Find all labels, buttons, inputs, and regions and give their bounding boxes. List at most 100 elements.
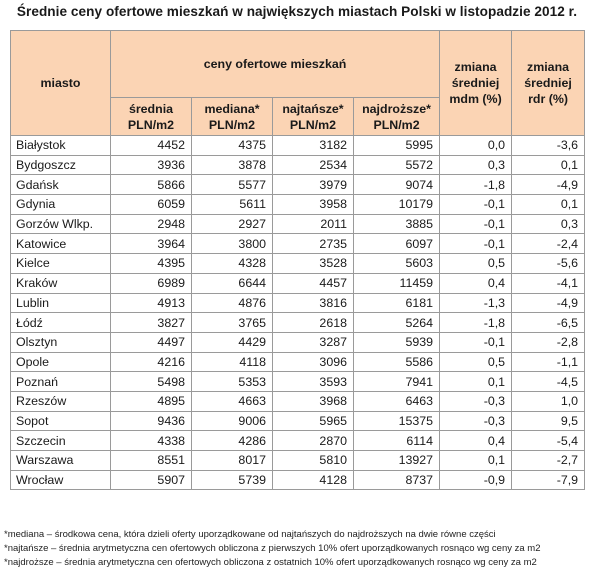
cell-cheapest: 3528	[272, 253, 354, 274]
cell-priciest: 5264	[352, 312, 441, 333]
table-row: Sopot 9436 9006 5965 15375 -0,3 9,5	[10, 410, 586, 432]
cell-cheapest: 5965	[272, 410, 354, 432]
cell-cheapest: 3979	[272, 174, 354, 196]
cell-change-mdm: -0,3	[439, 390, 513, 412]
footnote-median: *mediana – środkowa cena, która dzieli o…	[4, 529, 496, 540]
cell-change-mdm: -0,1	[439, 194, 513, 215]
cell-priciest: 6463	[352, 390, 441, 412]
cell-city: Białystok	[10, 135, 111, 156]
cell-city: Lublin	[10, 292, 111, 314]
cell-cheapest: 3968	[272, 390, 354, 412]
cell-priciest: 5939	[352, 331, 441, 353]
header-city: miasto	[10, 30, 111, 136]
cell-change-rdr: 1,0	[511, 390, 586, 412]
header-average: średnia PLN/m2	[110, 97, 192, 136]
cell-average: 4452	[110, 135, 192, 156]
cell-priciest: 11459	[352, 272, 441, 294]
cell-average: 8551	[110, 450, 192, 471]
cell-change-rdr: -4,9	[511, 174, 586, 196]
table-row: Bydgoszcz 3936 3878 2534 5572 0,3 0,1	[10, 154, 586, 176]
cell-cheapest: 4457	[272, 272, 354, 294]
cell-city: Olsztyn	[10, 331, 111, 353]
cell-average: 6059	[110, 194, 192, 215]
cell-change-mdm: -0,1	[439, 213, 513, 235]
table-row: Szczecin 4338 4286 2870 6114 0,4 -5,4	[10, 430, 586, 451]
cell-median: 4663	[191, 390, 273, 412]
table-row: Białystok 4452 4375 3182 5995 0,0 -3,6	[10, 135, 586, 156]
cell-change-mdm: 0,4	[439, 430, 513, 451]
price-table: miasto ceny ofertowe mieszkań zmiana śre…	[10, 30, 586, 491]
cell-median: 4876	[191, 292, 273, 314]
cell-change-mdm: -1,8	[439, 312, 513, 333]
table-row: Łódź 3827 3765 2618 5264 -1,8 -6,5	[10, 312, 586, 333]
cell-change-rdr: 0,1	[511, 194, 586, 215]
cell-median: 3765	[191, 312, 273, 333]
cell-city: Łódź	[10, 312, 111, 333]
cell-change-mdm: -0,3	[439, 410, 513, 432]
cell-cheapest: 2534	[272, 154, 354, 176]
cell-change-mdm: -0,9	[439, 469, 513, 491]
cell-change-mdm: 0,0	[439, 135, 513, 156]
header-cheapest: najtańsze* PLN/m2	[272, 97, 354, 136]
cell-change-mdm: -1,3	[439, 292, 513, 314]
table-row: Gorzów Wlkp. 2948 2927 2011 3885 -0,1 0,3	[10, 213, 586, 235]
cell-priciest: 6097	[352, 233, 441, 255]
cell-change-mdm: 0,1	[439, 371, 513, 392]
cell-median: 3878	[191, 154, 273, 176]
cell-average: 4338	[110, 430, 192, 451]
cell-city: Kielce	[10, 253, 111, 274]
cell-priciest: 10179	[352, 194, 441, 215]
cell-median: 4286	[191, 430, 273, 451]
cell-change-rdr: -3,6	[511, 135, 586, 156]
table-row: Olsztyn 4497 4429 3287 5939 -0,1 -2,8	[10, 331, 586, 353]
cell-change-rdr: -5,4	[511, 430, 586, 451]
cell-median: 5611	[191, 194, 273, 215]
cell-change-mdm: 0,4	[439, 272, 513, 294]
cell-cheapest: 3593	[272, 371, 354, 392]
cell-median: 9006	[191, 410, 273, 432]
cell-change-rdr: 0,3	[511, 213, 586, 235]
cell-average: 5498	[110, 371, 192, 392]
header-change-mdm: zmiana średniej mdm (%)	[439, 30, 513, 136]
cell-city: Szczecin	[10, 430, 111, 451]
cell-city: Rzeszów	[10, 390, 111, 412]
cell-cheapest: 2735	[272, 233, 354, 255]
cell-city: Wrocław	[10, 469, 111, 491]
cell-city: Poznań	[10, 371, 111, 392]
table-row: Lublin 4913 4876 3816 6181 -1,3 -4,9	[10, 292, 586, 314]
cell-median: 5353	[191, 371, 273, 392]
cell-change-rdr: -7,9	[511, 469, 586, 491]
table-row: Wrocław 5907 5739 4128 8737 -0,9 -7,9	[10, 469, 586, 491]
table-row: Kraków 6989 6644 4457 11459 0,4 -4,1	[10, 272, 586, 294]
cell-change-rdr: -2,4	[511, 233, 586, 255]
cell-median: 8017	[191, 450, 273, 471]
footnotes: *mediana – środkowa cena, która dzieli o…	[4, 528, 592, 570]
cell-median: 4375	[191, 135, 273, 156]
cell-city: Sopot	[10, 410, 111, 432]
cell-change-mdm: 0,3	[439, 154, 513, 176]
footnote-cheapest: *najtańsze – średnia arytmetyczna cen of…	[4, 543, 541, 554]
cell-priciest: 5586	[352, 351, 441, 373]
cell-priciest: 5995	[352, 135, 441, 156]
table-row: Gdańsk 5866 5577 3979 9074 -1,8 -4,9	[10, 174, 586, 196]
cell-priciest: 6181	[352, 292, 441, 314]
table-row: Rzeszów 4895 4663 3968 6463 -0,3 1,0	[10, 390, 586, 412]
cell-average: 5907	[110, 469, 192, 491]
cell-cheapest: 3182	[272, 135, 354, 156]
cell-average: 4497	[110, 331, 192, 353]
header-prices-group: ceny ofertowe mieszkań	[109, 30, 441, 98]
cell-average: 3827	[110, 312, 192, 333]
cell-median: 5577	[191, 174, 273, 196]
cell-city: Kraków	[10, 272, 111, 294]
cell-cheapest: 3958	[272, 194, 354, 215]
header-priciest: najdroższe* PLN/m2	[352, 97, 441, 136]
cell-priciest: 15375	[352, 410, 441, 432]
cell-city: Opole	[10, 351, 111, 373]
cell-cheapest: 2870	[272, 430, 354, 451]
cell-change-rdr: 0,1	[511, 154, 586, 176]
cell-median: 4118	[191, 351, 273, 373]
cell-change-mdm: -0,1	[439, 331, 513, 353]
cell-change-rdr: -2,8	[511, 331, 586, 353]
header-change-rdr: zmiana średniej rdr (%)	[511, 30, 586, 136]
table-row: Warszawa 8551 8017 5810 13927 0,1 -2,7	[10, 450, 586, 471]
